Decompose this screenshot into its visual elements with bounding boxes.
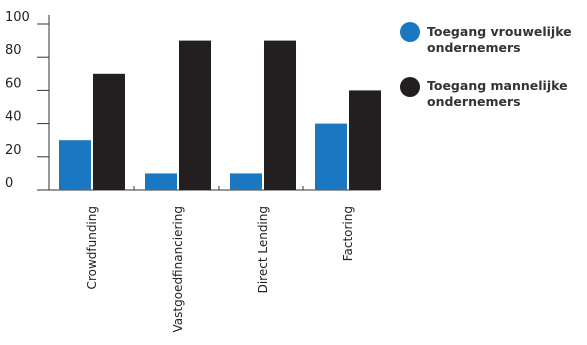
legend-label-male-line1: Toegang mannelijke <box>427 78 568 93</box>
bar-female-factoring <box>315 123 347 190</box>
y-tick-label: 40 <box>5 110 22 125</box>
legend-item-female: Toegang vrouwelijke ondernemers <box>400 22 572 55</box>
bar-male-crowdfunding <box>93 73 125 190</box>
legend-label-male-line2: ondernemers <box>427 94 521 109</box>
legend-swatch-female <box>400 22 420 42</box>
bar-male-vastgoedfinanciering <box>179 40 211 190</box>
y-tick-label: 0 <box>5 176 13 191</box>
axis-labels: 0 20 40 60 80 100 Crowdfunding Vastgoedfinancie… <box>5 10 355 332</box>
legend-swatch-male <box>400 77 420 97</box>
legend-item-male: Toegang mannelijke ondernemers <box>400 77 568 109</box>
y-tick-label: 20 <box>5 143 22 158</box>
y-tick-label: 100 <box>5 10 30 25</box>
y-tick-label: 80 <box>5 43 22 58</box>
x-category-label: Direct Lending <box>256 206 270 293</box>
bar-female-direct-lending <box>230 173 262 190</box>
bar-female-crowdfunding <box>59 140 91 190</box>
y-tick-label: 60 <box>5 76 22 91</box>
x-category-label: Factoring <box>341 206 355 261</box>
legend-label-female-line1: Toegang vrouwelijke <box>427 24 572 39</box>
x-category-label: Crowdfunding <box>85 206 99 289</box>
bars <box>59 40 381 190</box>
legend: Toegang vrouwelijke ondernemers Toegang … <box>400 22 572 109</box>
legend-label-female-line2: ondernemers <box>427 40 521 55</box>
x-category-label: Vastgoedfinanciering <box>171 206 185 332</box>
bar-male-factoring <box>349 90 381 190</box>
bar-male-direct-lending <box>264 40 296 190</box>
bar-female-vastgoedfinanciering <box>145 173 177 190</box>
